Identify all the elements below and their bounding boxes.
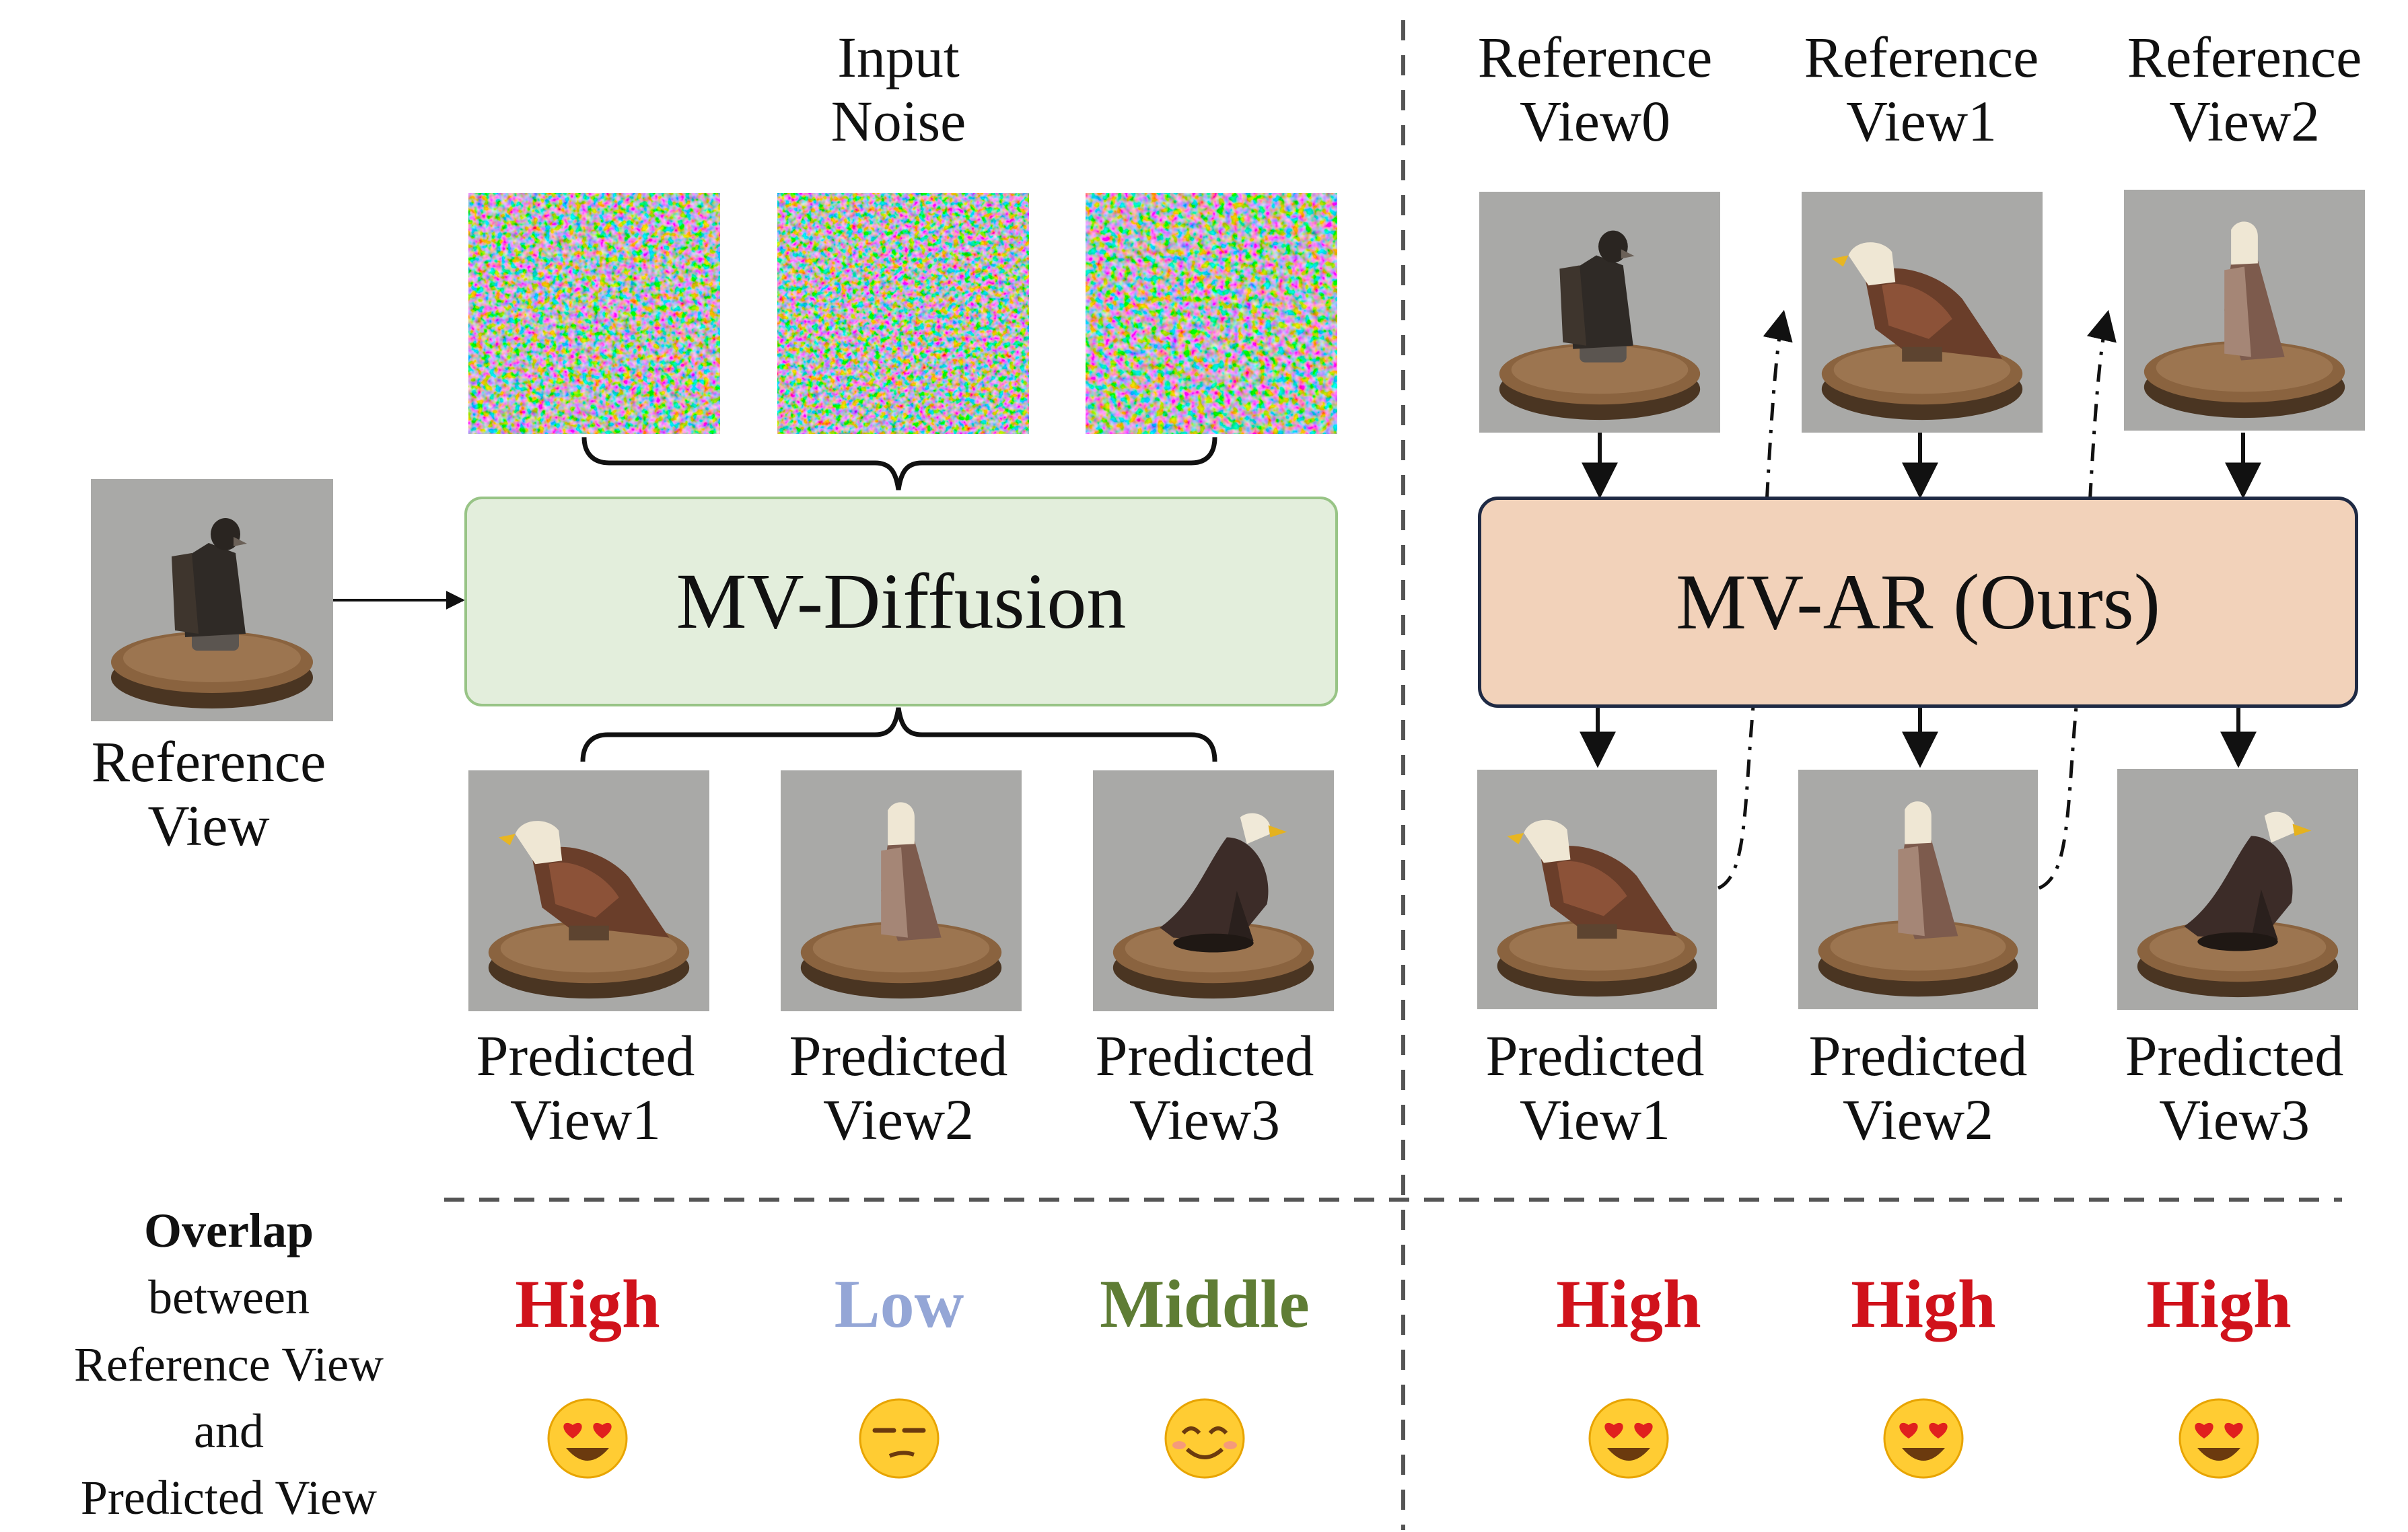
heart-eyes-face-icon — [1588, 1398, 1669, 1479]
diffusion-overlap-rating-1: High — [515, 1266, 660, 1342]
overlap-title: Overlap — [144, 1204, 314, 1257]
input-brace — [581, 437, 1217, 490]
ar-predicted-view2-image — [1798, 770, 2038, 1009]
heart-eyes-face-icon — [547, 1398, 628, 1479]
diffusion-predicted-view3-image — [1093, 770, 1334, 1011]
ar-reference-view0-image — [1479, 192, 1720, 433]
diffusion-predicted-view2-image — [781, 770, 1022, 1011]
ar-reference-view1-label: Reference View1 — [1804, 25, 2039, 153]
ar-overlap-rating-3: High — [2146, 1266, 2292, 1342]
diffusion-overlap-rating-2: Low — [834, 1266, 964, 1342]
heart-eyes-face-icon — [2179, 1398, 2259, 1479]
ar-reference-view0-label: Reference View0 — [1477, 25, 1713, 153]
diffusion-overlap-rating-3: Middle — [1100, 1266, 1310, 1342]
reference-view-image — [91, 479, 333, 721]
input-noise-label: Input Noise — [830, 25, 966, 153]
overlap-caption: Overlap between Reference View and Predi… — [73, 1204, 384, 1525]
diffusion-predicted-view2-label: Predicted View2 — [789, 1023, 1008, 1152]
ar-predicted-view1-image — [1477, 770, 1717, 1009]
ar-predicted-view2-label: Predicted View2 — [1808, 1023, 2028, 1152]
ar-overlap-rating-1: High — [1556, 1266, 1701, 1342]
diffusion-predicted-view1-image — [468, 770, 709, 1011]
noise-image-1 — [468, 193, 720, 434]
ar-predicted-view3-label: Predicted View3 — [2125, 1023, 2344, 1152]
output-brace — [580, 707, 1217, 762]
mv-ar-box: MV-AR (Ours) — [1478, 497, 2358, 708]
reference-view-label: Reference View — [91, 729, 326, 858]
smiling-face-icon — [1164, 1398, 1245, 1479]
ar-overlap-rating-2: High — [1851, 1266, 1996, 1342]
ar-reference-view2-image — [2124, 190, 2365, 431]
heart-eyes-face-icon — [1883, 1398, 1964, 1479]
diffusion-predicted-view3-label: Predicted View3 — [1095, 1023, 1314, 1152]
noise-image-3 — [1086, 193, 1337, 434]
ar-reference-view2-label: Reference View2 — [2127, 25, 2362, 153]
unamused-face-icon — [859, 1398, 940, 1479]
mv-diffusion-label: MV-Diffusion — [676, 557, 1127, 645]
mv-ar-label: MV-AR (Ours) — [1675, 558, 2161, 646]
ar-predicted-view3-image — [2117, 769, 2358, 1010]
ar-reference-view1-image — [1802, 192, 2043, 433]
mv-diffusion-box: MV-Diffusion — [464, 497, 1338, 706]
diffusion-predicted-view1-label: Predicted View1 — [476, 1023, 695, 1152]
ar-predicted-view1-label: Predicted View1 — [1485, 1023, 1705, 1152]
noise-image-2 — [777, 193, 1029, 434]
